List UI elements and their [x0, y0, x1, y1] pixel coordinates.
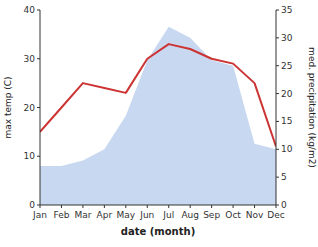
page: {"chart_data": {"type": "line", "categor… — [0, 0, 318, 247]
y-tick-label: 10 — [24, 151, 36, 161]
x-axis-line — [40, 205, 276, 206]
temperature-line — [40, 44, 276, 146]
chart-container: JanFebMarAprMayJunJulAugSepOctNovDec0102… — [0, 0, 318, 247]
y-tick — [37, 58, 40, 59]
x-tick — [211, 205, 212, 208]
x-tick — [82, 205, 83, 208]
y2-tick-label: 25 — [281, 61, 292, 71]
y2-tick-label: 20 — [281, 89, 293, 99]
plot-area — [40, 27, 276, 205]
x-tick-label: Feb — [53, 210, 69, 220]
y2-tick — [276, 93, 279, 94]
x-tick — [104, 205, 105, 208]
y-axis-label: max temp (C) — [3, 76, 13, 138]
y2-tick — [276, 149, 279, 150]
y2-tick-label: 15 — [281, 116, 292, 126]
x-tick-label: Sep — [203, 210, 220, 220]
x-tick-label: Oct — [225, 210, 241, 220]
y2-tick-label: 0 — [281, 200, 287, 210]
x-tick-label: Aug — [181, 210, 199, 220]
y-tick-label: 20 — [24, 103, 36, 113]
x-tick — [190, 205, 191, 208]
x-tick-label: Jul — [162, 210, 174, 220]
x-axis-label: date (month) — [121, 226, 195, 237]
y2-tick — [276, 205, 279, 206]
y2-axis-label: med. precipitation (kg/m2) — [307, 47, 317, 168]
y2-tick-label: 35 — [281, 5, 292, 15]
x-tick — [147, 205, 148, 208]
chart: JanFebMarAprMayJunJulAugSepOctNovDec0102… — [0, 0, 318, 247]
x-tick — [254, 205, 255, 208]
x-tick — [61, 205, 62, 208]
y-tick — [37, 10, 40, 11]
x-tick-label: May — [117, 210, 136, 220]
y2-tick-label: 10 — [281, 144, 293, 154]
x-tick — [233, 205, 234, 208]
y-tick — [37, 156, 40, 157]
y2-tick — [276, 177, 279, 178]
y2-tick — [276, 121, 279, 122]
x-tick-label: Apr — [97, 210, 113, 220]
y2-tick — [276, 65, 279, 66]
y2-axis-line — [276, 10, 277, 205]
x-tick-label: Jun — [139, 210, 154, 220]
y2-tick-label: 30 — [281, 33, 293, 43]
x-tick — [125, 205, 126, 208]
precipitation-area — [40, 27, 276, 205]
y-tick — [37, 107, 40, 108]
x-tick — [168, 205, 169, 208]
y2-tick — [276, 37, 279, 38]
x-tick-label: Nov — [246, 210, 264, 220]
y-tick-label: 40 — [24, 5, 36, 15]
y-tick-label: 30 — [24, 54, 36, 64]
x-tick-label: Mar — [74, 210, 91, 220]
y2-tick-label: 5 — [281, 172, 287, 182]
y-tick — [37, 205, 40, 206]
y2-tick — [276, 10, 279, 11]
x-tick-label: Jan — [32, 210, 47, 220]
x-tick-label: Dec — [267, 210, 284, 220]
y-tick-label: 0 — [29, 200, 35, 210]
